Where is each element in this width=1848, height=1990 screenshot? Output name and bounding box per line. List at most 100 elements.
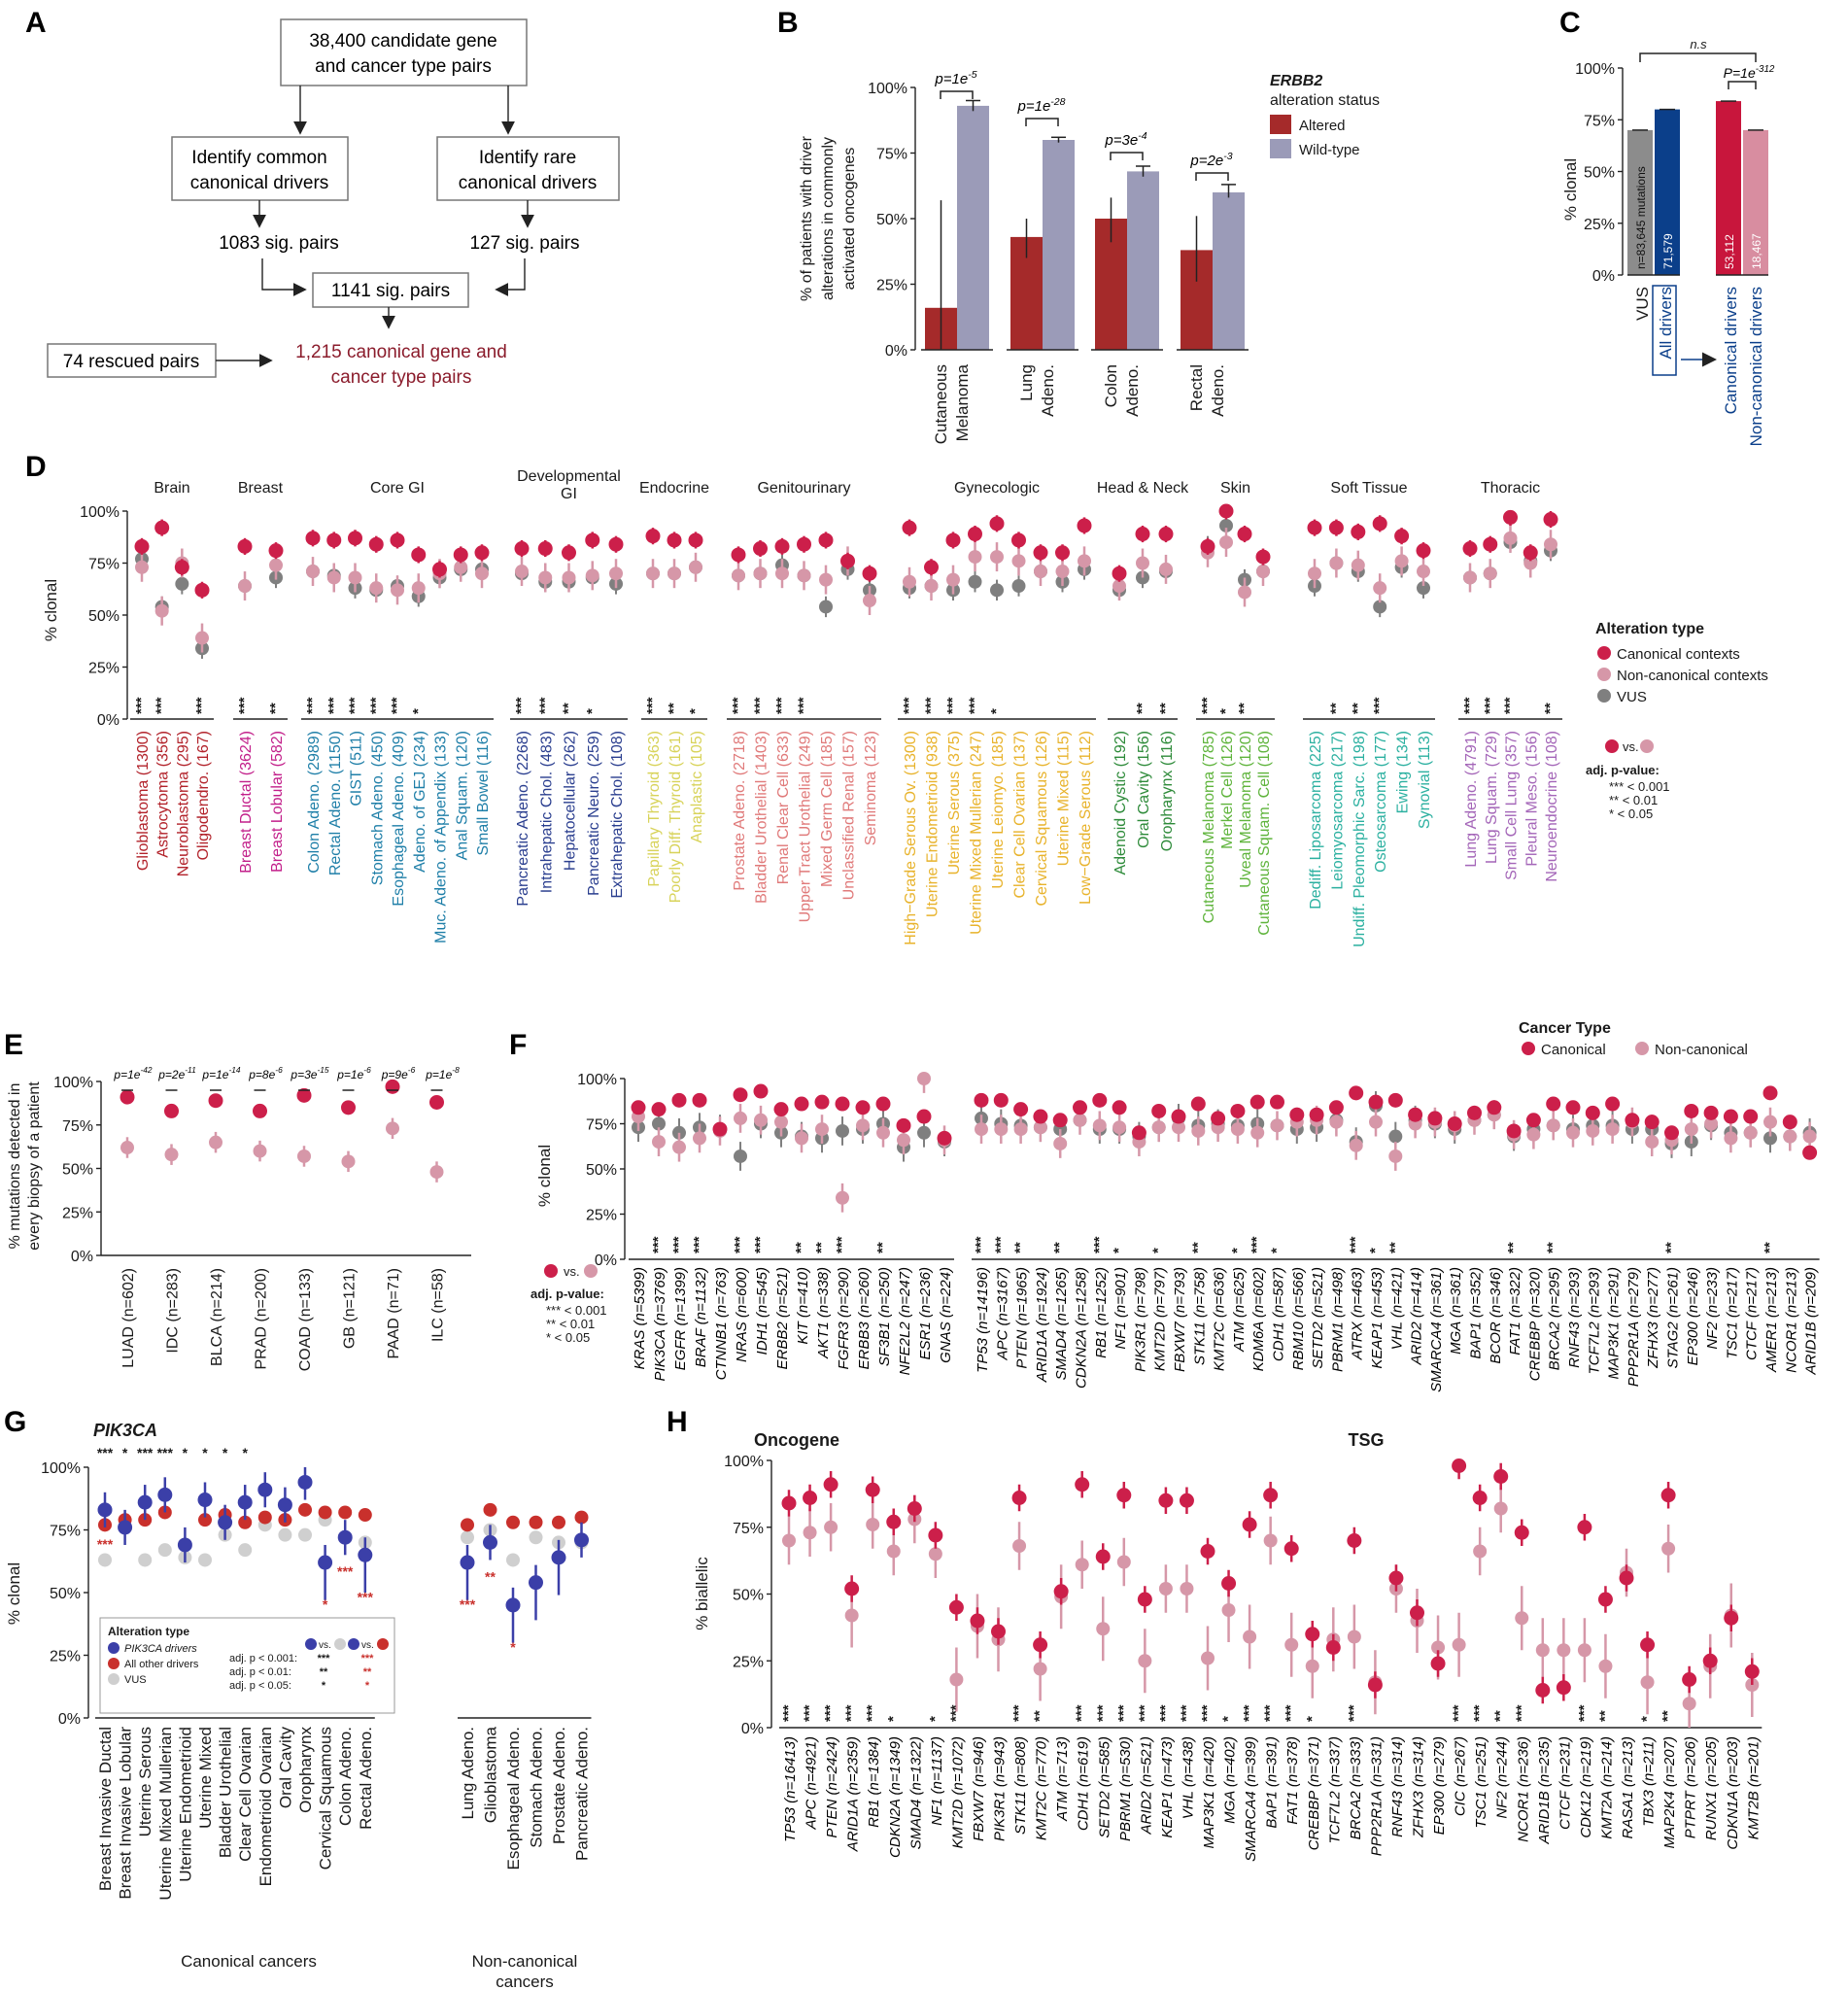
noncanonical-dot xyxy=(1053,1136,1068,1150)
significance-stars: * xyxy=(988,708,1005,714)
noncanonical-dot xyxy=(164,1148,179,1162)
canonical-dot xyxy=(390,532,405,548)
panel-a-flowchart: 38,400 candidate gene and cancer type pa… xyxy=(47,18,620,388)
canonical-dot xyxy=(1493,1469,1509,1484)
canonical-dot xyxy=(1684,1103,1699,1118)
noncanonical-dot xyxy=(1349,1138,1363,1152)
vs-label: vs. xyxy=(1623,739,1639,754)
vs-dot-noncanonical xyxy=(584,1264,598,1278)
canonical-dot xyxy=(631,1100,646,1115)
panel-c-y-tick-label: 100% xyxy=(1575,61,1615,78)
pvalue-label: p=1e-28 xyxy=(1017,96,1066,115)
noncanonical-dot xyxy=(1073,1113,1087,1127)
noncanonical-dot xyxy=(1503,531,1518,545)
other-driver-dot xyxy=(257,1510,272,1525)
noncanonical-dot xyxy=(782,1533,796,1548)
panel-b-y-tick-label: 25% xyxy=(876,278,907,294)
canonical-dot xyxy=(1368,1094,1384,1110)
canonical-dot xyxy=(1703,1105,1719,1120)
group-name: Brain xyxy=(154,480,189,497)
vus-dot xyxy=(157,1543,172,1558)
significance-stars: *** xyxy=(691,1236,707,1253)
canonical-dot xyxy=(385,1079,400,1094)
cancer-type-label: Dediff. Liposarcoma (225) xyxy=(1308,731,1324,909)
gene-label: SMAD4 (n=1322) xyxy=(907,1736,924,1849)
gene-label: VHL (n=438) xyxy=(1180,1736,1196,1819)
canonical-dot xyxy=(667,532,682,548)
noncanonical-dot xyxy=(1373,581,1387,596)
pval-legend-item: *** < 0.001 xyxy=(546,1303,607,1318)
significance-stars: *** xyxy=(644,697,661,714)
panel-d-y-tick-label: 0% xyxy=(97,712,120,729)
panel-c-clonal-bar-chart: 0% 25% 50% 75% 100% % clonal n=83,645 mutation… xyxy=(1561,37,1775,446)
canonical-dot xyxy=(1158,527,1174,542)
canonical-dot xyxy=(562,545,576,561)
gene-label: NCOR1 (n=213) xyxy=(1783,1267,1799,1373)
significance-stars: ** xyxy=(1051,1242,1068,1253)
upper-stars: * xyxy=(122,1445,128,1460)
significance-stars: *** xyxy=(1283,1704,1299,1722)
significance-stars: *** xyxy=(752,1236,769,1253)
noncanonical-dot xyxy=(1369,1115,1383,1129)
gene-label: BRAF (n=1132) xyxy=(693,1267,709,1367)
gene-label: KMT2C (n=636) xyxy=(1212,1267,1228,1371)
canonical-dot xyxy=(671,1092,687,1108)
pvalue-label: p=2e-11 xyxy=(157,1065,196,1081)
category-label: Adeno. xyxy=(1039,364,1057,417)
panel-label-e: E xyxy=(4,1029,23,1061)
significance-stars: *** xyxy=(236,697,253,714)
noncanonical-dot xyxy=(475,566,489,581)
noncanonical-dot xyxy=(1270,1118,1284,1133)
gene-label: RB1 (n=1384) xyxy=(866,1736,882,1828)
significance-stars: ** xyxy=(1189,1242,1206,1253)
noncanonical-dot xyxy=(975,1122,988,1137)
pik3ca-dot xyxy=(574,1532,589,1548)
clonal-bar xyxy=(1655,109,1680,275)
panel-e-y-tick-label: 50% xyxy=(62,1162,93,1179)
category-label: Adeno. xyxy=(1123,364,1142,417)
other-driver-dot xyxy=(298,1502,312,1517)
gene-label: KMT2A (n=214) xyxy=(1598,1736,1615,1839)
gene-label: NCOR1 (n=236) xyxy=(1515,1736,1531,1842)
noncanonical-dot xyxy=(1452,1637,1466,1652)
all-drivers-box xyxy=(1652,285,1677,376)
legend-dot xyxy=(1597,668,1611,681)
gene-label: SMARCA4 (n=361) xyxy=(1428,1267,1445,1392)
significance-stars: ** xyxy=(666,703,682,714)
pik3ca-dot xyxy=(460,1555,475,1570)
gene-label: PPP2R1A (n=331) xyxy=(1368,1736,1385,1856)
category-label-vus: VUS xyxy=(1633,287,1652,321)
noncanonical-dot xyxy=(1284,1637,1299,1652)
cancer-type-label: Ewing (134) xyxy=(1395,731,1412,813)
cancer-type-label: Uterine Endometrioid (938) xyxy=(925,731,941,917)
gene-label: NFE2L2 (n=247) xyxy=(897,1267,913,1375)
gene-label: ARID2 (n=521) xyxy=(1138,1736,1154,1835)
canonical-dot xyxy=(1237,527,1252,542)
noncanonical-dot xyxy=(1096,1622,1111,1636)
panel-c-y-tick-label: 0% xyxy=(1592,268,1615,285)
noncanonical-dot xyxy=(1055,565,1070,579)
significance-stars: *** xyxy=(1346,1704,1362,1722)
significance-stars: *** xyxy=(947,1704,964,1722)
canonical-dot xyxy=(1467,1105,1482,1120)
canonical-dot xyxy=(1388,1570,1404,1586)
category-label: Adeno. xyxy=(1209,364,1227,417)
cancer-type-label: Hepatocellular (262) xyxy=(563,731,579,871)
gene-label: BAP1 (n=391) xyxy=(1264,1736,1281,1829)
canonical-dot xyxy=(514,541,530,557)
significance-stars: *** xyxy=(1074,1704,1090,1722)
vus-dot xyxy=(506,1553,520,1567)
vus-dot xyxy=(968,574,982,589)
canonical-dot xyxy=(1472,1491,1488,1505)
canonical-dot xyxy=(1410,1605,1424,1621)
significance-stars: *** xyxy=(1576,1704,1592,1722)
significance-stars: ** xyxy=(1157,703,1174,714)
gene-label: APC (n=4921) xyxy=(804,1736,820,1830)
canonical-dot xyxy=(1242,1517,1257,1532)
significance-stars: ** xyxy=(267,703,284,714)
canonical-dot xyxy=(814,1094,830,1110)
noncanonical-dot xyxy=(1724,1131,1738,1146)
gene-label: TSC1 (n=251) xyxy=(1473,1736,1489,1829)
group-name: Genitourinary xyxy=(757,480,850,497)
